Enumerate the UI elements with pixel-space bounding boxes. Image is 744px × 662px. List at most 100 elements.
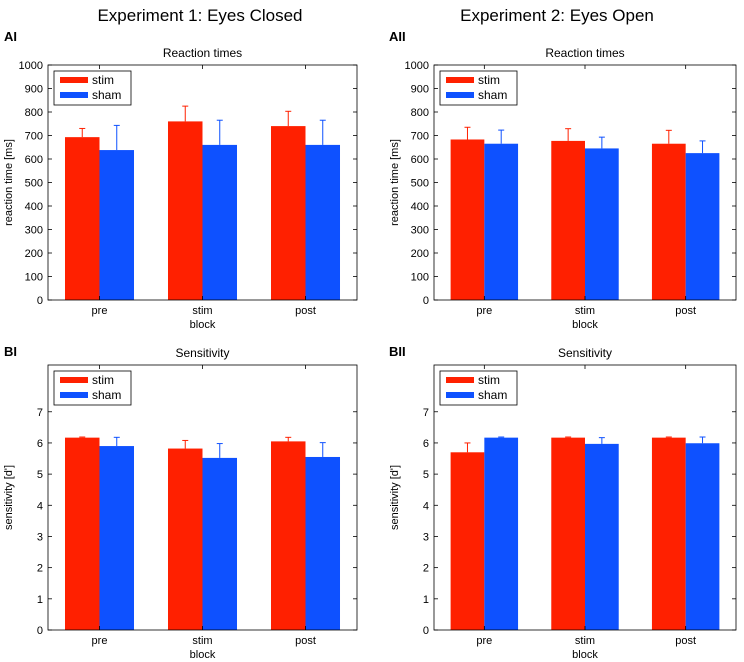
bar-sham-post [305, 456, 341, 630]
bar-stim-post [270, 126, 306, 300]
y-tick-label: 0 [423, 295, 429, 307]
bar-stim-pre [450, 139, 485, 300]
y-tick-label: 5 [37, 469, 43, 481]
x-tick-label: pre [476, 305, 492, 317]
y-tick-label: 6 [37, 438, 43, 450]
y-tick-label: 300 [25, 225, 43, 237]
axes-frame [433, 364, 737, 631]
panel-label: AII [389, 29, 406, 44]
y-tick-label: 7 [423, 407, 429, 419]
legend-box [53, 370, 132, 406]
panel-aii: AII Reaction times pre stim post block 0 100 200… [389, 29, 737, 331]
bar-sham-pre [99, 150, 135, 300]
bar-sham-post [305, 144, 341, 300]
panel-bi: BI Sensitivity pre stim post block 0 1 2 3 4 5 6 7 sen… [3, 344, 358, 661]
bar-stim-post [651, 437, 686, 630]
y-tick-label: 100 [25, 272, 43, 284]
y-tick-label: 900 [411, 84, 429, 96]
y-tick-label: 1 [423, 594, 429, 606]
y-axis-label: reaction time [ms] [389, 139, 401, 226]
x-tick-label: pre [92, 305, 108, 317]
x-tick-label: stim [192, 305, 212, 317]
y-tick-label: 800 [411, 107, 429, 119]
legend-label-sham: sham [92, 388, 121, 402]
y-axis-label: sensitivity [d'] [389, 465, 401, 530]
x-tick-label: stim [575, 305, 595, 317]
bar-stim-pre [450, 452, 485, 630]
x-tick-label: post [675, 305, 696, 317]
y-tick-label: 5 [423, 469, 429, 481]
y-tick-label: 400 [411, 201, 429, 213]
panel-title: Sensitivity [558, 346, 612, 360]
bar-stim-stim [167, 121, 203, 301]
x-tick-label: post [675, 635, 696, 647]
y-tick-label: 700 [25, 131, 43, 143]
y-tick-label: 600 [411, 154, 429, 166]
y-tick-label: 500 [25, 178, 43, 190]
legend-label-stim: stim [478, 73, 500, 87]
y-tick-label: 400 [25, 201, 43, 213]
x-axis-label: block [572, 319, 598, 331]
panel-label: BI [4, 344, 17, 359]
panel-title: Sensitivity [175, 346, 229, 360]
bar-stim-post [270, 441, 306, 630]
legend-label-stim: stim [92, 373, 114, 387]
axes-frame [47, 64, 358, 301]
legend-label-sham: sham [92, 88, 121, 102]
y-tick-label: 700 [411, 131, 429, 143]
bar-stim-stim [551, 437, 585, 630]
axes-frame [433, 64, 737, 301]
legend-label-sham: sham [478, 88, 507, 102]
bar-sham-stim [585, 443, 619, 630]
y-tick-label: 3 [423, 531, 429, 543]
y-tick-label: 900 [25, 84, 43, 96]
x-tick-label: pre [92, 635, 108, 647]
x-axis-label: block [572, 649, 598, 661]
y-axis-label: sensitivity [d'] [3, 465, 15, 530]
bar-stim-pre [64, 137, 100, 300]
bar-sham-pre [484, 143, 519, 300]
panel-label: BII [389, 344, 406, 359]
panel-ai: AI Reaction times pre stim post block 0 100 200 3… [3, 29, 358, 331]
bar-stim-post [651, 143, 686, 300]
y-tick-label: 1 [37, 594, 43, 606]
legend-box [439, 370, 518, 406]
panel-title: Reaction times [545, 46, 624, 60]
column-title-experiment-1: Experiment 1: Eyes Closed [97, 6, 302, 25]
y-tick-label: 200 [25, 248, 43, 260]
x-axis-label: block [190, 319, 216, 331]
y-tick-label: 1000 [405, 60, 429, 72]
y-tick-label: 0 [37, 625, 43, 637]
y-tick-label: 300 [411, 225, 429, 237]
axes-frame [47, 364, 358, 631]
bar-sham-pre [484, 437, 519, 630]
bar-sham-post [685, 153, 720, 300]
x-tick-label: post [295, 635, 316, 647]
x-tick-label: pre [476, 635, 492, 647]
bar-stim-pre [64, 437, 100, 630]
x-tick-label: post [295, 305, 316, 317]
x-axis-label: block [190, 649, 216, 661]
y-tick-label: 1000 [19, 60, 43, 72]
y-tick-label: 600 [25, 154, 43, 166]
column-title-experiment-2: Experiment 2: Eyes Open [460, 6, 654, 25]
legend-label-stim: stim [92, 73, 114, 87]
x-tick-label: stim [192, 635, 212, 647]
y-axis-label: reaction time [ms] [3, 139, 15, 226]
legend-box [53, 70, 132, 106]
y-tick-label: 4 [37, 500, 43, 512]
y-tick-label: 0 [37, 295, 43, 307]
bar-sham-pre [99, 446, 135, 630]
bar-sham-stim [202, 457, 238, 630]
y-tick-label: 500 [411, 178, 429, 190]
y-tick-label: 100 [411, 272, 429, 284]
y-tick-label: 3 [37, 531, 43, 543]
y-tick-label: 7 [37, 407, 43, 419]
y-tick-label: 6 [423, 438, 429, 450]
